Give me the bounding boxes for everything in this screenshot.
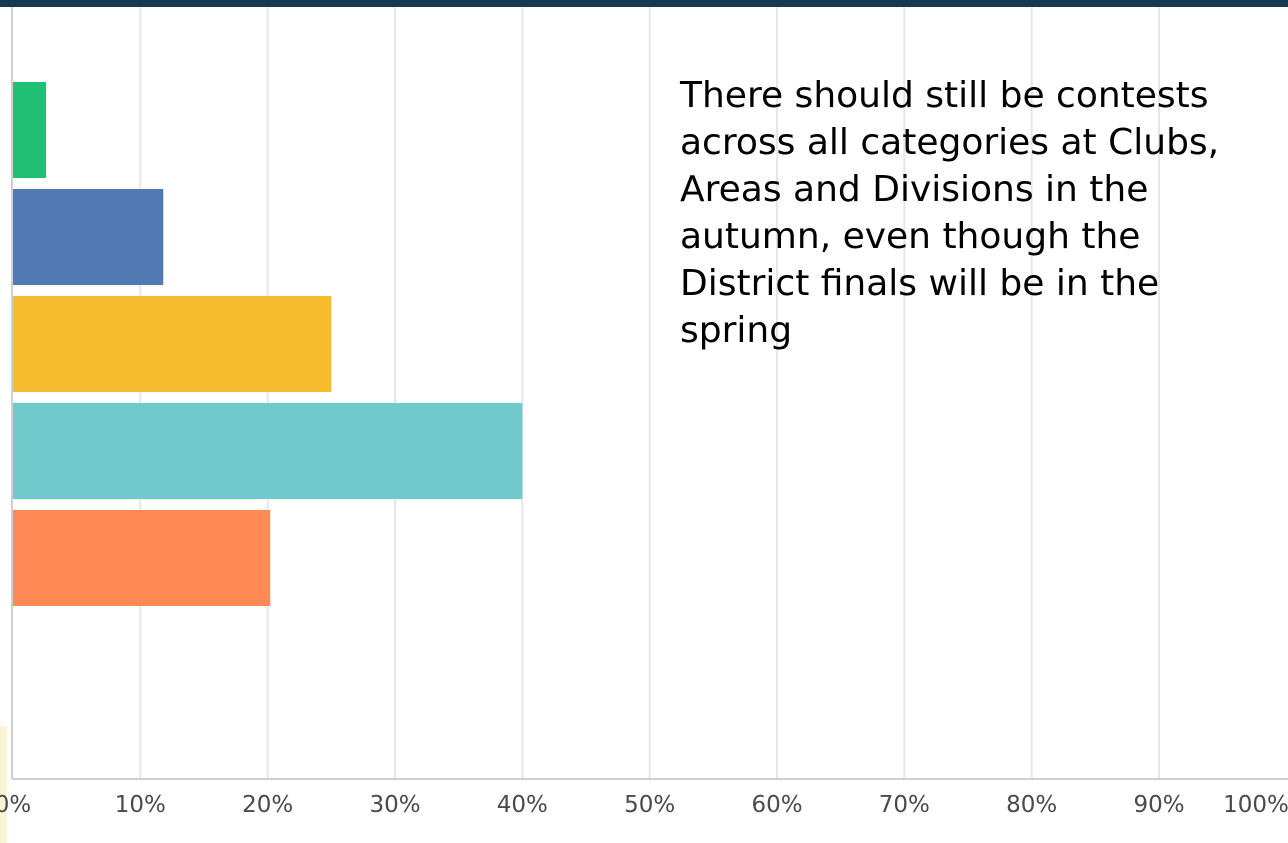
x-tick-label: 100% xyxy=(1223,792,1288,818)
x-tick-label: 70% xyxy=(879,792,930,818)
bar xyxy=(13,510,271,606)
x-tick-label: 20% xyxy=(242,792,293,818)
x-tick-label: 40% xyxy=(497,792,548,818)
question-text: There should still be contests across al… xyxy=(680,75,1220,351)
x-tick-label: 80% xyxy=(1006,792,1057,818)
x-tick-label: 50% xyxy=(624,792,675,818)
x-tick-label: 90% xyxy=(1133,792,1184,818)
x-tick-label: 0% xyxy=(0,792,31,818)
x-tick-label: 10% xyxy=(115,792,166,818)
grid-lines xyxy=(139,7,1160,779)
bar xyxy=(13,403,523,499)
axes xyxy=(11,7,1288,780)
bar xyxy=(13,82,47,178)
top-border xyxy=(0,0,1288,7)
x-tick-label: 30% xyxy=(369,792,420,818)
bars xyxy=(13,82,523,606)
side-tab xyxy=(0,726,7,843)
bar xyxy=(13,189,164,285)
x-tick-label: 60% xyxy=(751,792,802,818)
bar xyxy=(13,296,332,392)
x-tick-labels: 0% 10% 20% 30% 40% 50% 60% 70% 80% 90% 100% xyxy=(0,792,1288,818)
